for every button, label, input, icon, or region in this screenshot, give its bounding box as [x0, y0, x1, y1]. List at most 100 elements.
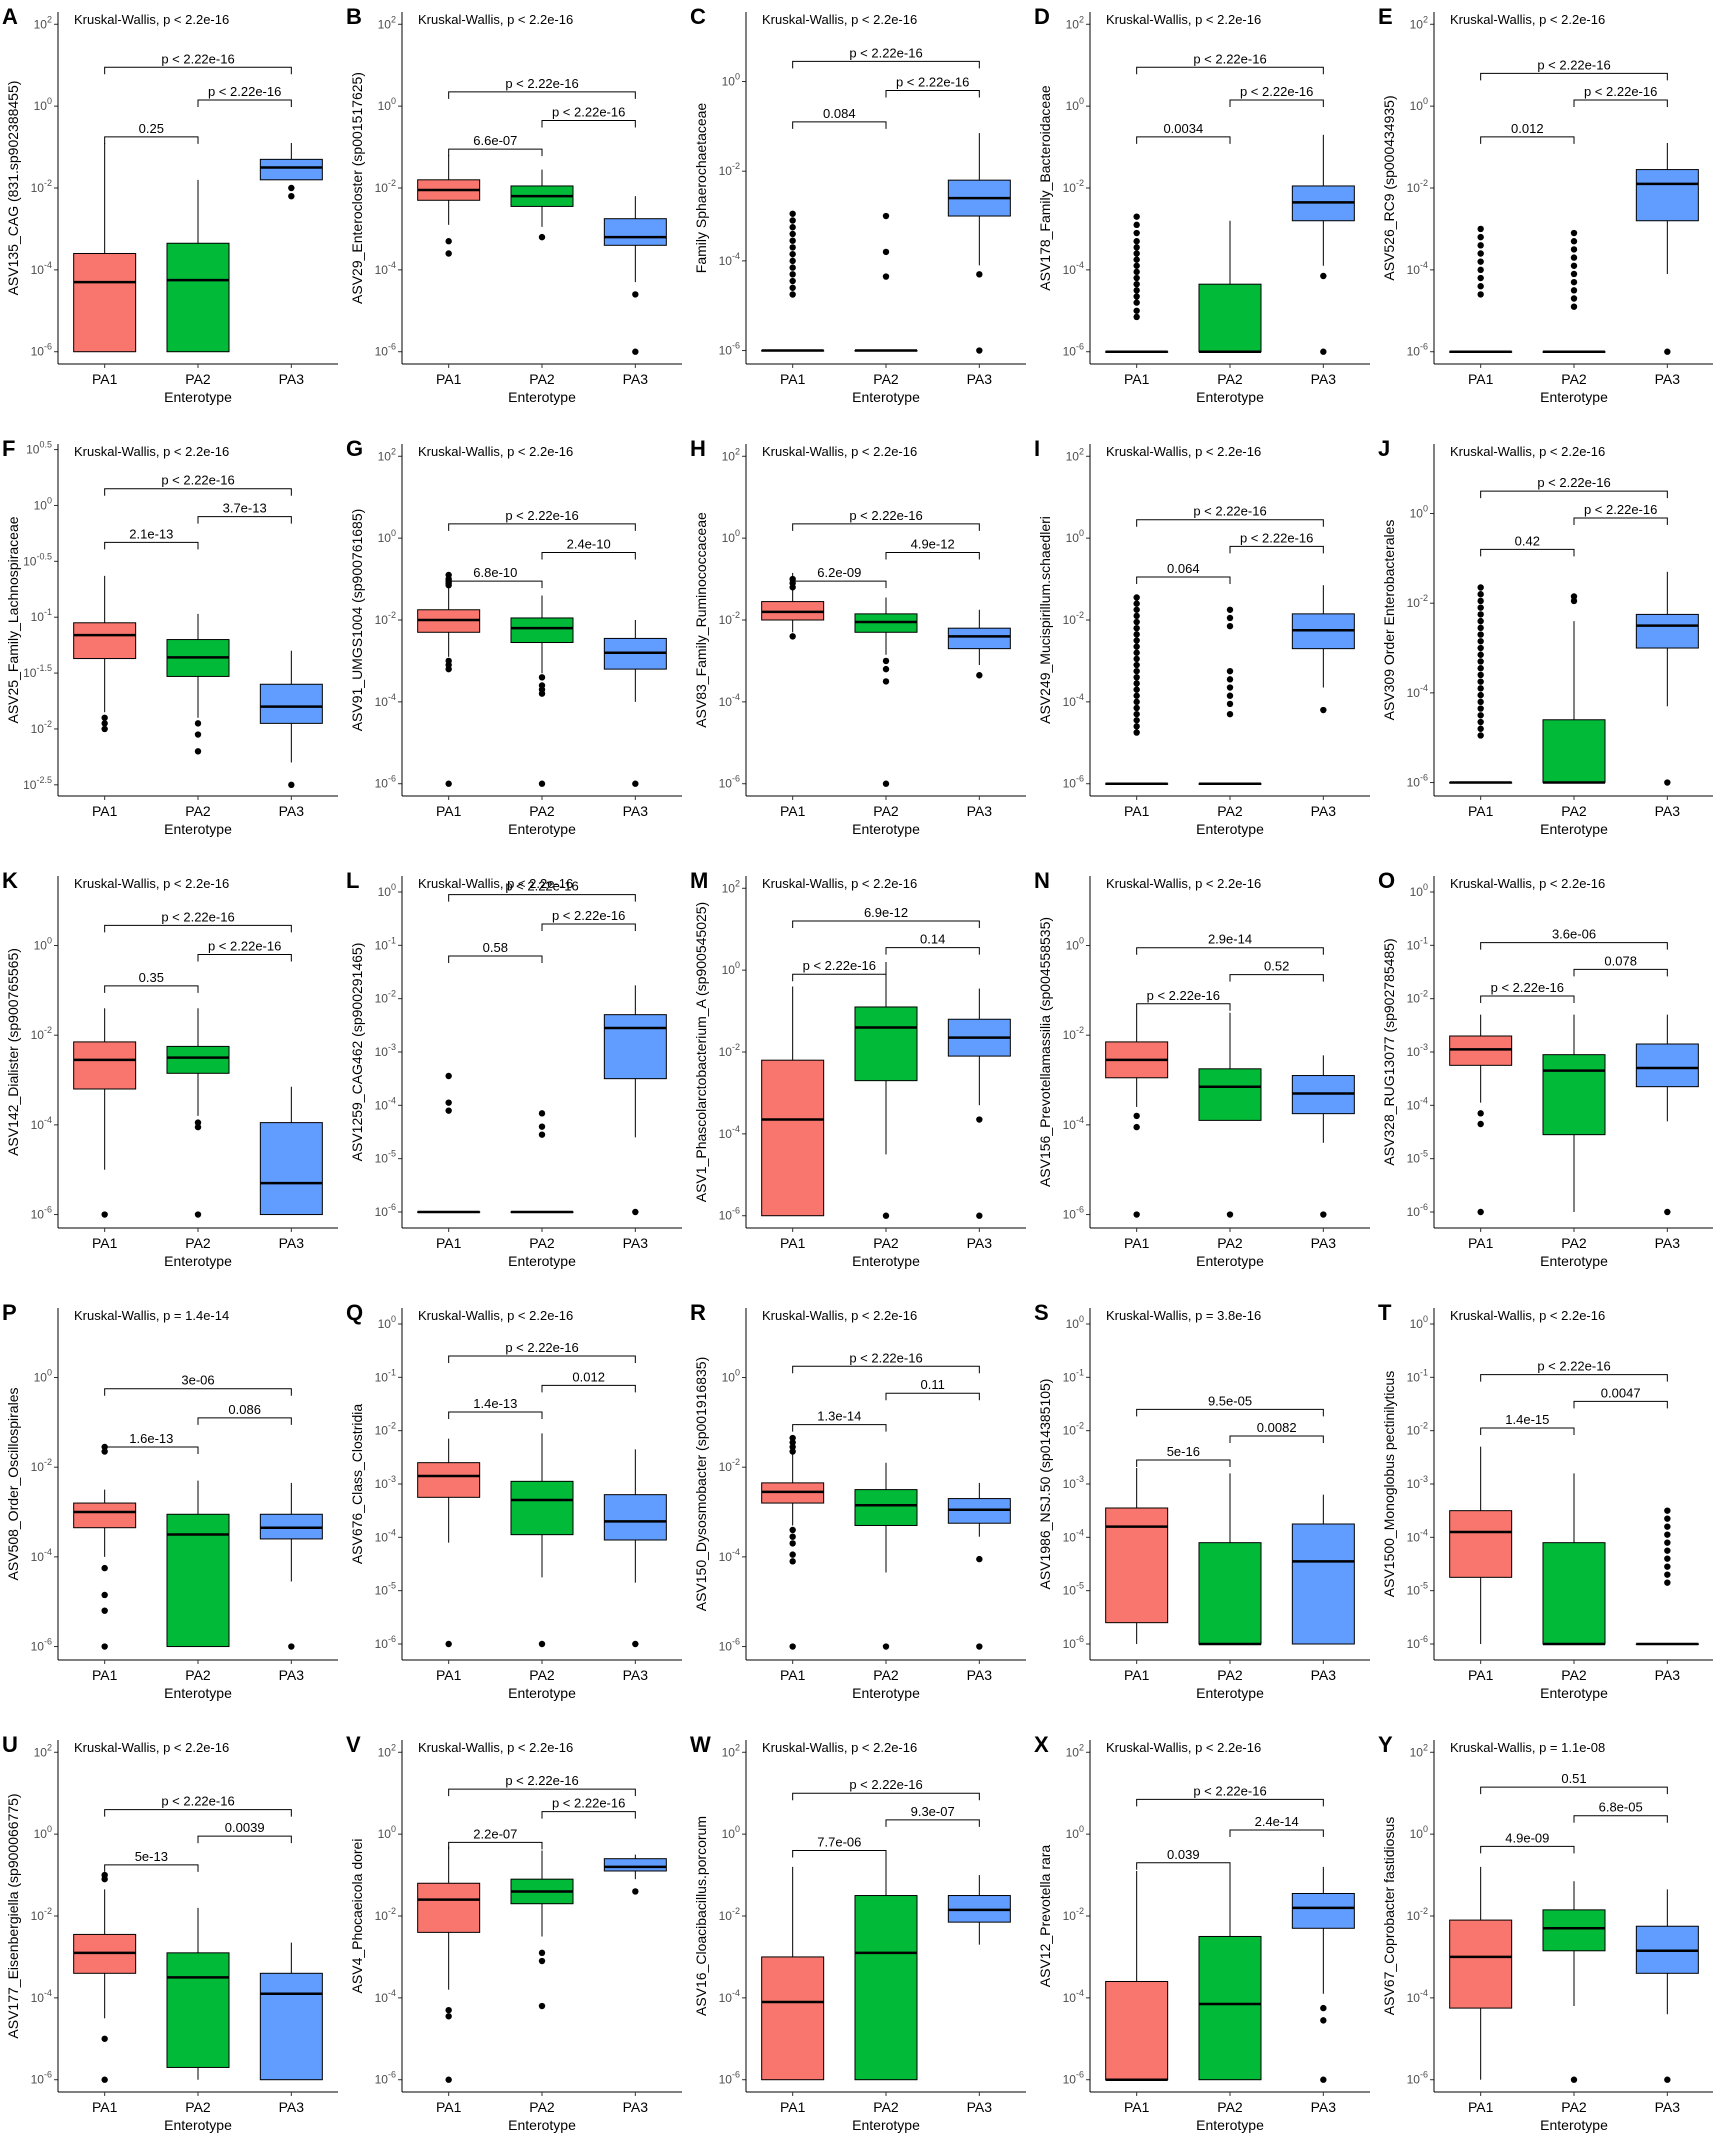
outlier-point	[1664, 1547, 1671, 1554]
bracket-label: 3e-06	[181, 1373, 214, 1388]
outlier-point	[1133, 287, 1140, 294]
y-tick-label: 10-2	[1063, 1421, 1084, 1438]
y-tick-label: 102	[1066, 1742, 1084, 1759]
y-tick-label: 10-3	[1407, 1474, 1428, 1491]
x-axis-title: Enterotype	[1196, 2117, 1264, 2133]
bracket-line	[197, 99, 292, 107]
outlier-point	[1664, 1523, 1671, 1530]
outlier-point	[1477, 718, 1484, 726]
y-tick-label: 100	[1410, 1824, 1428, 1841]
significance-bracket: 1.4e-13	[448, 1396, 543, 1419]
outlier-point	[194, 1123, 202, 1131]
kruskal-wallis-label: Kruskal-Wallis, p < 2.2e-16	[418, 1740, 573, 1755]
box-body	[1449, 1919, 1513, 2009]
outlier-point	[1133, 594, 1140, 601]
bracket-line	[448, 955, 543, 963]
panel-letter: F	[2, 436, 15, 461]
y-tick-label: 10-2	[1407, 178, 1428, 195]
bracket-label: 0.039	[1167, 1847, 1200, 1862]
y-tick-label: 10-0.5	[23, 551, 52, 568]
box-body	[166, 1952, 230, 2068]
bracket-line	[448, 1355, 636, 1363]
y-tick-label: 10-1	[375, 935, 396, 952]
box-pa1	[761, 210, 825, 352]
bracket-label: 0.11	[920, 1377, 944, 1392]
outlier-point	[1477, 258, 1484, 265]
significance-bracket: 0.51	[1480, 1771, 1668, 1795]
outlier-point	[538, 1110, 546, 1117]
box-pa3	[1291, 1866, 1355, 2083]
y-tick-label: 102	[1066, 14, 1084, 31]
y-tick-label: 100	[34, 495, 52, 512]
y-axis-title: ASV16_Cloacibacillus.porcorum	[693, 1816, 709, 2016]
x-tick-label: PA1	[436, 1667, 462, 1683]
outlier-point	[1664, 1555, 1671, 1562]
outlier-point	[1133, 686, 1140, 693]
bracket-label: p < 2.22e-16	[849, 45, 922, 60]
significance-bracket: p < 2.22e-16	[104, 1794, 292, 1817]
bracket-label: p < 2.22e-16	[161, 909, 234, 924]
x-tick-label: PA1	[436, 1235, 462, 1251]
outlier-point	[101, 2035, 108, 2042]
bracket-label: p < 2.22e-16	[161, 51, 234, 66]
outlier-point	[1664, 348, 1671, 355]
bracket-line	[1480, 1427, 1575, 1435]
x-tick-label: PA3	[623, 2099, 649, 2115]
panel-letter: P	[2, 1300, 17, 1325]
box-pa2	[1198, 220, 1262, 353]
bracket-label: 0.0047	[1601, 1385, 1641, 1400]
x-axis-title: Enterotype	[852, 1253, 920, 1269]
outlier-point	[1320, 706, 1327, 714]
box-pa3	[603, 196, 667, 355]
outlier-point	[789, 244, 796, 251]
significance-bracket: 2.2e-07	[448, 1826, 543, 1850]
box-body	[510, 1480, 574, 1536]
outlier-point	[101, 720, 108, 727]
box-pa1	[761, 1866, 825, 2081]
panel-a: A ASV135_CAG (831.sp902388455) 10-6 10-4 10-…	[2, 4, 338, 405]
outlier-point	[1226, 676, 1234, 683]
outlier-point	[1226, 622, 1234, 630]
outlier-point	[789, 1434, 796, 1442]
x-tick-label: PA2	[1217, 803, 1243, 819]
x-axis-title: Enterotype	[164, 1253, 232, 1269]
kruskal-wallis-label: Kruskal-Wallis, p < 2.2e-16	[1450, 444, 1605, 459]
bracket-line	[104, 1446, 199, 1455]
x-tick-label: PA1	[1468, 1235, 1494, 1251]
outlier-point	[976, 1212, 983, 1219]
outlier-point	[288, 192, 295, 200]
y-tick-label: 10-2	[31, 1906, 52, 1923]
outlier-point	[1664, 1531, 1671, 1538]
box-pa2	[510, 595, 574, 787]
y-tick-label: 10-2	[31, 1025, 52, 1042]
y-tick-label: 100	[1066, 96, 1084, 113]
y-tick-label: 10-4	[375, 1095, 396, 1112]
panel-k: K ASV142_Dialister (sp900765565) 10-6 10-4 1…	[2, 868, 338, 1269]
significance-bracket: 0.086	[197, 1402, 292, 1425]
outlier-point	[1133, 723, 1140, 730]
box-pa2	[510, 1110, 574, 1214]
x-tick-label: PA3	[1655, 803, 1681, 819]
box-body	[947, 627, 1011, 650]
y-tick-label: 10-6	[1407, 773, 1428, 790]
significance-bracket: 1.6e-13	[104, 1431, 199, 1455]
bracket-line	[541, 923, 636, 931]
x-tick-label: PA2	[529, 371, 555, 387]
outlier-point	[1664, 1571, 1671, 1578]
x-axis-title: Enterotype	[164, 821, 232, 837]
box-pa1	[73, 142, 137, 353]
bracket-line	[197, 516, 292, 524]
outlier-point	[1133, 704, 1140, 712]
significance-bracket: 5e-16	[1136, 1444, 1231, 1467]
significance-bracket: 5e-13	[104, 1849, 199, 1872]
outlier-point	[1133, 624, 1140, 632]
box-pa1	[73, 575, 137, 733]
y-tick-label: 10-4	[31, 1547, 52, 1564]
kruskal-wallis-label: Kruskal-Wallis, p < 2.2e-16	[418, 12, 573, 27]
outlier-point	[1570, 238, 1578, 245]
y-tick-label: 10-2	[719, 1906, 740, 1923]
outlier-point	[101, 1607, 108, 1614]
panel-letter: X	[1034, 1732, 1049, 1757]
panel-f: F ASV25_Family_Lachnospiraceae 10-2.5 10-2 1…	[2, 436, 338, 837]
box-pa3	[947, 133, 1011, 354]
